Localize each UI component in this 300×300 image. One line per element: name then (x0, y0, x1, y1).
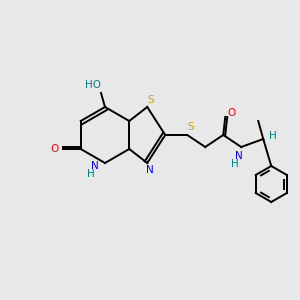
Text: N: N (146, 165, 154, 175)
Text: S: S (147, 95, 154, 105)
Text: H: H (87, 169, 95, 179)
Text: S: S (187, 122, 194, 132)
Text: N: N (91, 161, 99, 171)
Text: H: H (269, 131, 277, 141)
Text: N: N (236, 151, 243, 161)
Text: O: O (51, 144, 59, 154)
Text: H: H (231, 159, 239, 169)
Text: HO: HO (85, 80, 101, 90)
Text: O: O (227, 108, 236, 118)
